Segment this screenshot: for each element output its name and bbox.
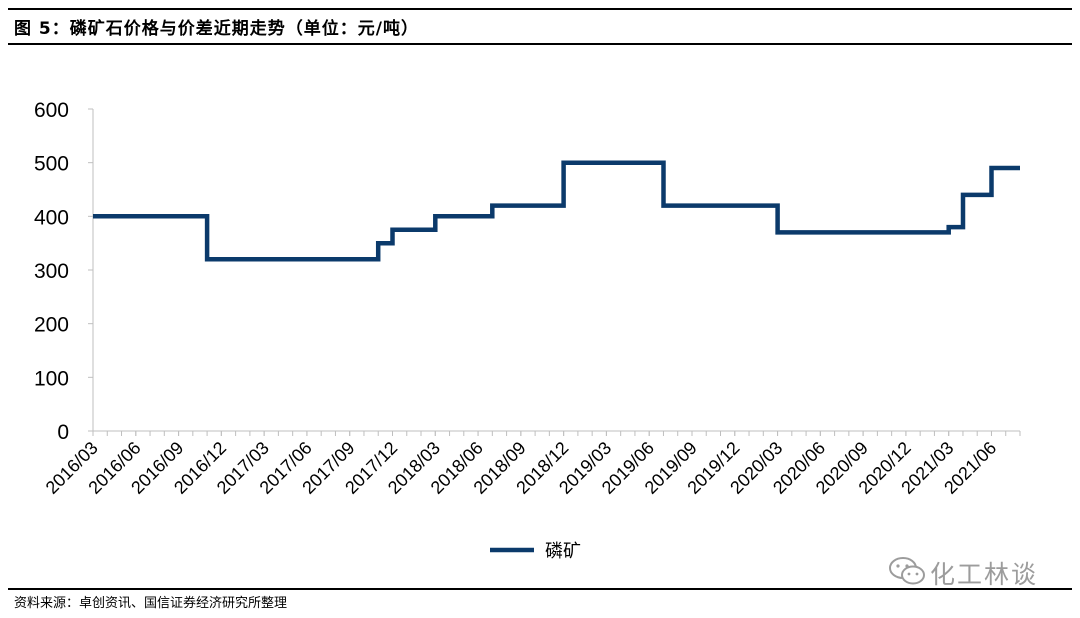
header-bottom-rule <box>8 43 1072 45</box>
watermark: 化工林谈 <box>888 553 1058 589</box>
figure-title: 图 5：磷矿石价格与价差近期走势（单位：元/吨） <box>14 19 419 39</box>
watermark-text: 化工林谈 <box>930 560 1039 589</box>
legend-label: 磷矿 <box>545 541 581 562</box>
y-tick-label: 0 <box>57 421 69 444</box>
y-tick-label: 500 <box>34 153 69 176</box>
y-tick-label: 200 <box>34 314 69 337</box>
price-line-chart: 01002003004005006002016/032016/062016/09… <box>34 99 1021 562</box>
y-tick-label: 100 <box>34 367 69 390</box>
y-tick-label: 400 <box>34 206 69 229</box>
figure-header: 图 5：磷矿石价格与价差近期走势（单位：元/吨） <box>0 0 1080 46</box>
header-top-rule <box>8 8 1072 10</box>
source-note: 资料来源：卓创资讯、国信证券经济研究所整理 <box>14 596 288 611</box>
wechat-icon <box>889 557 925 585</box>
y-tick-label: 600 <box>34 99 69 122</box>
y-tick-label: 300 <box>34 260 69 283</box>
source-rule <box>8 588 1072 590</box>
series-line <box>93 160 1020 262</box>
